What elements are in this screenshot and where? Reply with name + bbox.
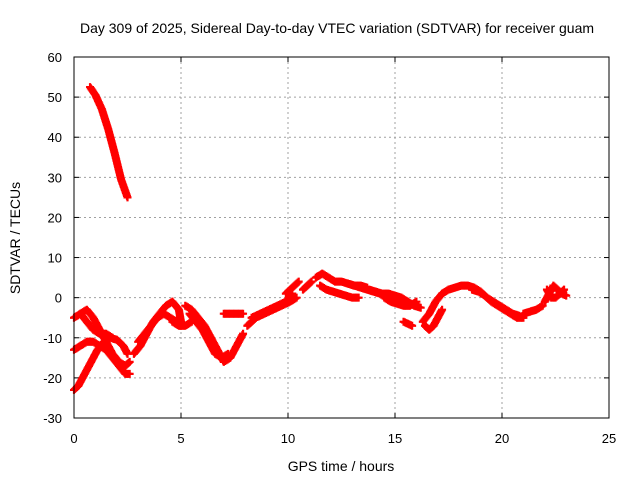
data-point: [560, 285, 569, 294]
grid-lines: [74, 57, 609, 418]
chart-title: Day 309 of 2025, Sidereal Day-to-day VTE…: [80, 20, 594, 36]
series-arc-22: [420, 305, 447, 334]
data-point: [224, 349, 233, 358]
x-tick-label: 25: [602, 431, 616, 446]
y-tick-label: 0: [55, 291, 62, 306]
data-point: [108, 333, 117, 342]
data-point: [292, 293, 301, 302]
series-arc-17: [316, 281, 363, 302]
series-arc-13: [247, 289, 297, 322]
series-arc-24: [468, 285, 528, 322]
y-axis-label: SDTVAR / TECUs: [7, 182, 23, 294]
plot-frame: [73, 56, 610, 419]
y-tick-label: 20: [48, 210, 62, 225]
data-point: [412, 297, 421, 306]
y-tick-label: 40: [48, 130, 62, 145]
data-point: [239, 309, 248, 318]
data-point: [123, 193, 132, 202]
x-axis-label: GPS time / hours: [288, 458, 395, 474]
series-arc-27: [542, 285, 569, 302]
series-arc-20: [380, 293, 421, 310]
y-tick-label: 60: [48, 50, 62, 65]
series-arc-25: [519, 301, 547, 318]
data-point: [239, 329, 248, 338]
y-tick-label: 10: [48, 251, 62, 266]
data-point: [125, 369, 134, 378]
x-tick-label: 15: [388, 431, 402, 446]
y-tick-label: -10: [43, 331, 62, 346]
axis-ticks: [73, 56, 610, 419]
y-tick-label: -30: [43, 411, 62, 426]
series-arc-23: [399, 317, 417, 330]
data-point: [416, 303, 425, 312]
series-arc-11: [219, 309, 248, 318]
data-point: [562, 291, 571, 300]
series-arc-10: [185, 309, 233, 362]
y-tick-label: 50: [48, 90, 62, 105]
y-tick-label: -20: [43, 371, 62, 386]
data-point: [538, 301, 547, 310]
data-point: [307, 277, 316, 286]
series-arc-14: [281, 277, 303, 298]
series-arc-15: [298, 277, 316, 294]
series-arc-1: [86, 83, 132, 202]
y-tick-label: 30: [48, 170, 62, 185]
data-point: [354, 293, 363, 302]
x-tick-label: 10: [281, 431, 295, 446]
data-point: [408, 321, 417, 330]
x-tick-label: 20: [495, 431, 509, 446]
data-point: [438, 305, 447, 314]
series-arc-8: [168, 317, 196, 330]
tick-labels: 0 5 10 15 20 25 -30 -20 -10 0 10 20 30 40 50 60: [43, 50, 616, 446]
data-points: [70, 83, 571, 394]
data-point: [125, 357, 134, 366]
x-tick-label: 5: [177, 431, 184, 446]
x-tick-label: 0: [70, 431, 77, 446]
data-point: [294, 277, 303, 286]
series-arc-5: [76, 309, 117, 342]
